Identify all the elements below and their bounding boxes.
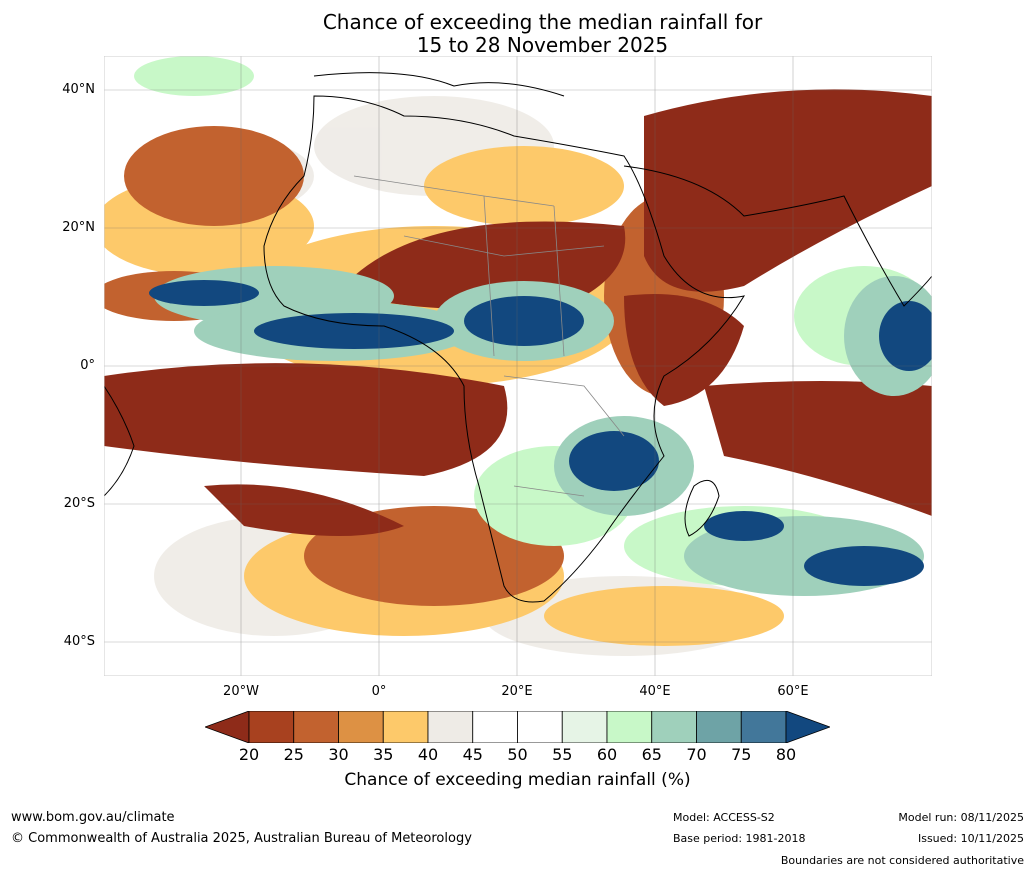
colorbar-tick-label: 50 bbox=[507, 745, 528, 764]
graticule bbox=[104, 56, 932, 676]
colorbar bbox=[205, 711, 830, 743]
issued-date: Issued: 10/11/2025 bbox=[917, 832, 1024, 845]
country-borders bbox=[353, 175, 625, 497]
colorbar-tick-label: 60 bbox=[596, 745, 618, 764]
boundary-disclaimer: Boundaries are not considered authoritat… bbox=[780, 854, 1024, 867]
lon-label-40e: 40°E bbox=[639, 684, 671, 699]
lon-label-0: 0° bbox=[371, 684, 387, 699]
colorbar-tick-label: 25 bbox=[283, 745, 304, 764]
colorbar-swatch bbox=[338, 711, 384, 743]
colorbar-tick-label: 45 bbox=[462, 745, 483, 764]
colorbar-tick-label: 70 bbox=[686, 745, 707, 764]
coastlines bbox=[104, 72, 932, 603]
lat-label-20s: 20°S bbox=[63, 496, 95, 511]
base-period: Base period: 1981-2018 bbox=[673, 832, 806, 845]
model-run-date: Model run: 08/11/2025 bbox=[898, 811, 1024, 824]
colorbar-swatch bbox=[293, 711, 339, 743]
colorbar-tick-label: 65 bbox=[641, 745, 662, 764]
colorbar-tick-label: 30 bbox=[328, 745, 349, 764]
colorbar-label: Chance of exceeding median rainfall (%) bbox=[344, 770, 691, 790]
lat-label-40n: 40°N bbox=[62, 82, 95, 97]
colorbar-tick-label: 20 bbox=[238, 745, 260, 764]
colorbar-swatch bbox=[517, 711, 563, 743]
colorbar-swatch bbox=[740, 711, 787, 743]
website-link[interactable]: www.bom.gov.au/climate bbox=[11, 810, 175, 825]
copyright-text: © Commonwealth of Australia 2025, Austra… bbox=[11, 831, 472, 846]
lat-label-20n: 20°N bbox=[62, 220, 95, 235]
colorbar-swatch bbox=[606, 711, 653, 743]
map-title-line2: 15 to 28 November 2025 bbox=[416, 33, 669, 57]
lat-label-40s: 40°S bbox=[63, 634, 95, 649]
colorbar-swatch bbox=[472, 711, 518, 743]
lon-label-20w: 20°W bbox=[223, 684, 259, 699]
lat-label-0: 0° bbox=[80, 358, 95, 373]
colorbar-swatch bbox=[696, 711, 742, 743]
lon-label-20e: 20°E bbox=[501, 684, 533, 699]
colorbar-tick-label: 80 bbox=[775, 745, 797, 764]
colorbar-swatch bbox=[248, 711, 295, 743]
colorbar-swatch bbox=[651, 711, 697, 743]
colorbar-extend-high bbox=[785, 711, 830, 743]
colorbar-tick-label: 75 bbox=[731, 745, 752, 764]
map-title-line1: Chance of exceeding the median rainfall … bbox=[322, 10, 763, 34]
above-median-strong bbox=[149, 280, 932, 586]
colorbar-tick-label: 35 bbox=[373, 745, 394, 764]
colorbar-swatch bbox=[427, 711, 474, 743]
lon-label-60e: 60°E bbox=[777, 684, 809, 699]
colorbar-swatch bbox=[382, 711, 429, 743]
rainfall-map bbox=[104, 56, 932, 676]
model-name: Model: ACCESS-S2 bbox=[673, 811, 775, 824]
colorbar-swatch bbox=[561, 711, 608, 743]
colorbar-tick-label: 40 bbox=[417, 745, 439, 764]
colorbar-extend-low bbox=[205, 711, 250, 743]
colorbar-tick-label: 55 bbox=[552, 745, 573, 764]
